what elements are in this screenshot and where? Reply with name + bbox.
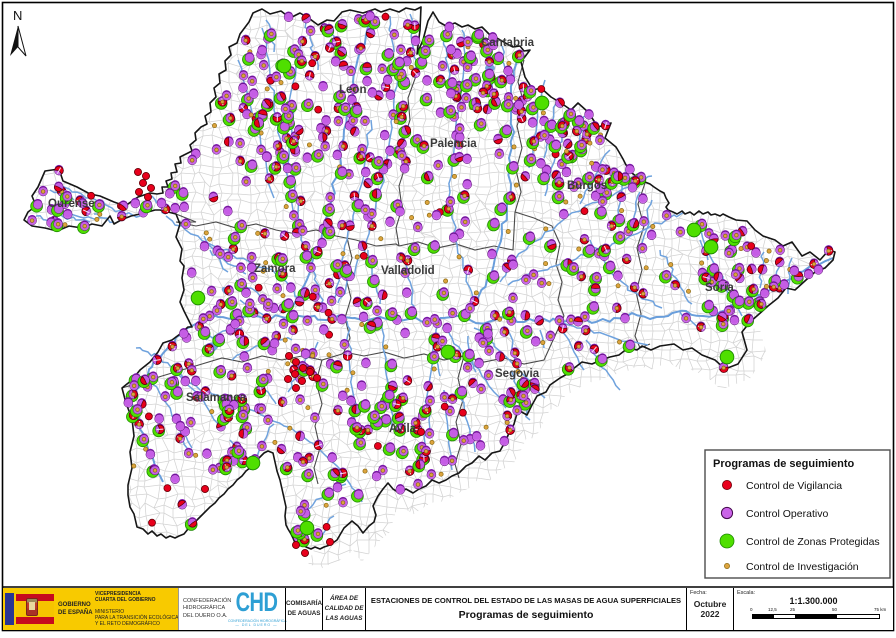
svg-text:N: N [13, 8, 22, 23]
svg-text:Valladolid: Valladolid [381, 265, 435, 277]
svg-text:Palencia: Palencia [430, 138, 477, 150]
svg-text:Burgos: Burgos [567, 180, 607, 192]
svg-text:Zamora: Zamora [254, 263, 296, 275]
svg-text:Avila: Avila [389, 423, 417, 435]
svg-text:Control de Investigación: Control de Investigación [746, 561, 859, 573]
svg-text:Control de Zonas Protegidas: Control de Zonas Protegidas [746, 536, 880, 548]
svg-text:Salamanca: Salamanca [186, 392, 247, 404]
svg-text:Segovia: Segovia [495, 368, 540, 380]
svg-text:Control Operativo: Control Operativo [746, 508, 828, 520]
svg-text:Programas de seguimiento: Programas de seguimiento [713, 458, 854, 470]
svg-text:Leon: Leon [339, 84, 366, 96]
svg-text:Soria: Soria [705, 282, 734, 294]
svg-text:Cantabria: Cantabria [481, 37, 535, 49]
svg-text:Control de Vigilancia: Control de Vigilancia [746, 480, 842, 492]
svg-text:Ourense: Ourense [48, 198, 95, 210]
